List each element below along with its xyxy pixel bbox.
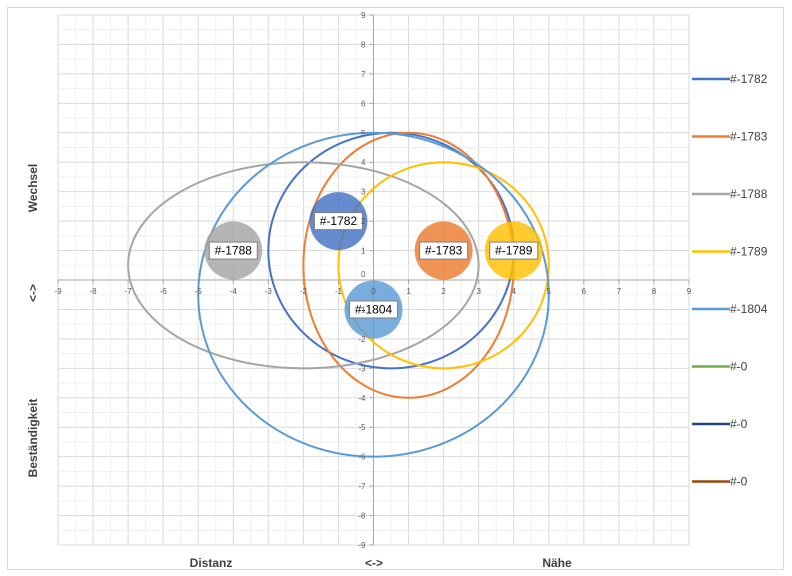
x-tick-label: 0 [371, 287, 376, 296]
x-tick-label: -5 [195, 287, 203, 296]
y-tick-label: -2 [358, 335, 366, 344]
legend-entry: #-0 [730, 360, 748, 374]
x-tick-label: -9 [54, 287, 62, 296]
x-tick-label: 8 [652, 287, 657, 296]
legend-entry: #-1783 [730, 130, 768, 144]
bubble-label: #-1804 [355, 302, 393, 316]
y-tick-label: 8 [361, 40, 366, 49]
x-tick-label: 1 [406, 287, 411, 296]
x-tick-label: 2 [441, 287, 446, 296]
x-tick-label: 6 [582, 287, 587, 296]
legend-entry: #-0 [730, 475, 748, 489]
bubbles: #-1782 #-1783 #-1788 #-1789 #-1804 [204, 192, 543, 339]
x-tick-label: -1 [335, 287, 343, 296]
bubble-label: #-1783 [425, 244, 463, 258]
y-tick-label: -5 [358, 423, 366, 432]
bubble-label-box [349, 300, 398, 319]
x-tick-label: -2 [300, 287, 308, 296]
legend-entry: #-1789 [730, 245, 768, 259]
x-tick-label: 9 [687, 287, 692, 296]
bubble-label-box [489, 241, 539, 260]
x-tick-label: -6 [160, 287, 168, 296]
axis-label-y-bottom: Beständigkeit [26, 399, 40, 478]
y-tick-label: 6 [361, 99, 366, 108]
legend-entry: #-1788 [730, 187, 768, 201]
x-tick-label: -8 [89, 287, 97, 296]
y-tick-label: 7 [361, 70, 366, 79]
y-tick-label: 1 [361, 247, 366, 256]
axis-label-y-center: <-> [26, 284, 40, 302]
x-tick-label: -7 [125, 287, 133, 296]
bubble-label-box [313, 212, 363, 231]
chart-frame [7, 7, 784, 570]
x-tick-label: 5 [547, 287, 552, 296]
bubble-label-box [419, 241, 469, 260]
ellipse-s1788 [127, 161, 480, 370]
legend-entry: #-1782 [730, 72, 768, 86]
legend-entry: #-1804 [730, 302, 768, 316]
bubble-label: #-1789 [495, 244, 533, 258]
axis-label-x-center: <-> [365, 556, 383, 570]
y-tick-label: 5 [361, 129, 366, 138]
axis-label-x-right: Nähe [542, 556, 572, 570]
x-tick-label: 4 [511, 287, 516, 296]
bubble-label: #-1788 [215, 244, 253, 258]
y-tick-label: 4 [361, 158, 366, 167]
x-tick-label: 7 [617, 287, 622, 296]
y-tick-label: -3 [358, 364, 366, 373]
y-tick-label: -7 [358, 482, 366, 491]
y-tick-label: 3 [361, 188, 366, 197]
legend-entry: #-0 [730, 417, 748, 431]
y-tick-label: -4 [358, 394, 366, 403]
y-tick-label: -9 [358, 541, 366, 550]
tick-labels: -9 -8 -7 -6 -5 -4 -3 -2 -1 0 1 2 3 4 5 6 7 8 9 9 8 7 6 5 4 3 2 1 0 -1… [54, 11, 691, 550]
axis-label-x-left: Distanz [190, 556, 233, 570]
y-tick-label: -1 [358, 305, 366, 314]
y-tick-label: -8 [358, 512, 366, 521]
ellipse-s1804 [197, 131, 550, 458]
y-tick-label: -6 [358, 453, 366, 462]
bubble-label: #-1782 [320, 214, 358, 228]
x-tick-label: -3 [265, 287, 273, 296]
bubble-label-box [208, 241, 258, 260]
ellipse-s1789 [337, 161, 550, 370]
x-tick-label: 3 [476, 287, 481, 296]
y-tick-label: 0 [361, 270, 366, 279]
ellipses [127, 131, 550, 458]
axes [57, 14, 690, 546]
legend: #-1782 #-1783 #-1788 #-1789 #-1804 #-0 #-0 #-0 [692, 72, 768, 489]
axis-label-y-top: Wechsel [26, 164, 40, 212]
x-tick-label: -4 [230, 287, 238, 296]
y-tick-label: 2 [361, 217, 366, 226]
y-tick-label: 9 [361, 11, 366, 20]
